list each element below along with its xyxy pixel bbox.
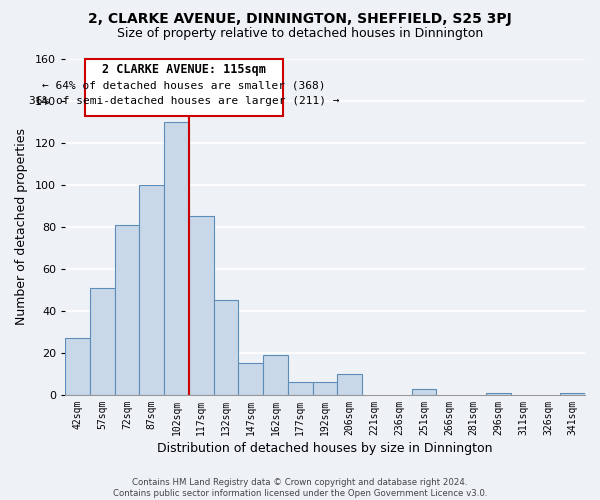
- Bar: [486, 393, 511, 395]
- Bar: [313, 382, 337, 395]
- Bar: [238, 364, 263, 395]
- X-axis label: Distribution of detached houses by size in Dinnington: Distribution of detached houses by size …: [157, 442, 493, 455]
- Text: Contains HM Land Registry data © Crown copyright and database right 2024.
Contai: Contains HM Land Registry data © Crown c…: [113, 478, 487, 498]
- Text: ← 64% of detached houses are smaller (368): ← 64% of detached houses are smaller (36…: [42, 80, 326, 90]
- Text: Size of property relative to detached houses in Dinnington: Size of property relative to detached ho…: [117, 28, 483, 40]
- Y-axis label: Number of detached properties: Number of detached properties: [15, 128, 28, 326]
- Bar: [263, 355, 288, 395]
- Bar: [560, 393, 585, 395]
- Bar: [115, 225, 139, 395]
- Bar: [90, 288, 115, 395]
- Bar: [337, 374, 362, 395]
- Bar: [214, 300, 238, 395]
- Text: 2, CLARKE AVENUE, DINNINGTON, SHEFFIELD, S25 3PJ: 2, CLARKE AVENUE, DINNINGTON, SHEFFIELD,…: [88, 12, 512, 26]
- Bar: [164, 122, 189, 395]
- Text: 2 CLARKE AVENUE: 115sqm: 2 CLARKE AVENUE: 115sqm: [102, 63, 266, 76]
- Bar: [189, 216, 214, 395]
- FancyBboxPatch shape: [85, 59, 283, 116]
- Text: 36% of semi-detached houses are larger (211) →: 36% of semi-detached houses are larger (…: [29, 96, 339, 106]
- Bar: [288, 382, 313, 395]
- Bar: [139, 185, 164, 395]
- Bar: [65, 338, 90, 395]
- Bar: [412, 388, 436, 395]
